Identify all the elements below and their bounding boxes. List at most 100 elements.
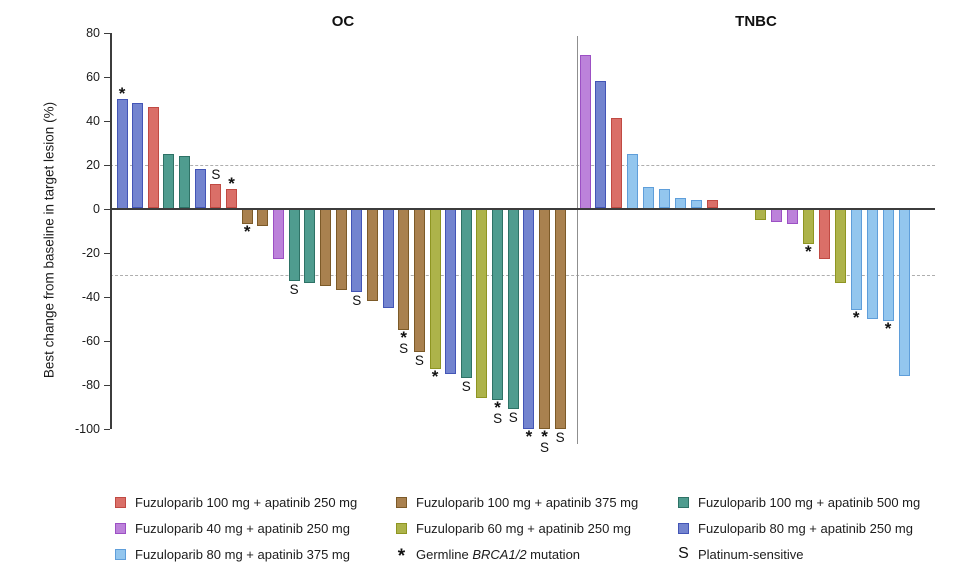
- bar-flag-s: S: [461, 378, 471, 394]
- bar: [770, 208, 782, 222]
- bar: [492, 208, 504, 400]
- bar: [226, 188, 238, 209]
- legend-label: Fuzuloparib 40 mg + apatinib 250 mg: [135, 520, 350, 536]
- bar: [398, 208, 410, 330]
- y-tick: [104, 164, 110, 166]
- bar: [754, 208, 766, 220]
- legend-swatch: [678, 496, 689, 508]
- bar: [786, 208, 798, 224]
- legend-label: Fuzuloparib 100 mg + apatinib 500 mg: [698, 494, 921, 510]
- legend-label: Germline BRCA1/2 mutation: [416, 546, 581, 562]
- bar-flag-asterisk: *: [431, 367, 439, 387]
- bar: [319, 208, 331, 286]
- legend-item: Fuzuloparib 100 mg + apatinib 250 mg: [115, 493, 357, 511]
- asterisk-symbol: *: [397, 546, 406, 567]
- bar: [802, 208, 814, 244]
- y-tick: [104, 252, 110, 254]
- y-tick-label: 80: [86, 26, 100, 40]
- y-axis-line: [110, 33, 112, 429]
- bar-flag-asterisk: *: [118, 83, 126, 103]
- bar: [179, 155, 191, 209]
- legend-item: Fuzuloparib 80 mg + apatinib 375 mg: [115, 545, 350, 563]
- panel-divider: [577, 36, 579, 444]
- legend-label: Fuzuloparib 100 mg + apatinib 250 mg: [135, 494, 358, 510]
- bar: [707, 199, 719, 209]
- legend-item: Fuzuloparib 80 mg + apatinib 250 mg: [678, 519, 913, 537]
- legend-swatch: [678, 522, 689, 534]
- bar-flag-asterisk: *: [494, 397, 501, 417]
- bar-flag-s: S: [352, 293, 362, 309]
- bar: [539, 208, 551, 429]
- legend-swatch: [396, 496, 407, 508]
- y-tick-label: 0: [93, 202, 100, 216]
- y-tick-label: -60: [81, 334, 100, 348]
- bar-flag-s: S: [540, 439, 550, 455]
- s-symbol: S: [678, 545, 689, 562]
- legend-swatch: [115, 522, 126, 534]
- reference-line: [110, 164, 935, 166]
- bar: [194, 168, 206, 209]
- bar: [675, 197, 687, 209]
- bar-flag-asterisk: *: [541, 426, 548, 446]
- bar: [413, 208, 425, 352]
- legend-label: Fuzuloparib 80 mg + apatinib 250 mg: [698, 520, 913, 536]
- bar-flag-asterisk: *: [525, 426, 533, 446]
- y-tick-label: -80: [81, 378, 100, 392]
- bar-flag-s: S: [508, 409, 518, 425]
- legend-label: Platinum-sensitive: [698, 546, 804, 562]
- bar: [523, 208, 535, 429]
- y-tick: [104, 340, 110, 342]
- bar: [691, 199, 703, 209]
- bar-flag-s: S: [211, 167, 221, 183]
- legend-label: Fuzuloparib 80 mg + apatinib 375 mg: [135, 546, 350, 562]
- bar-flag-asterisk: *: [804, 241, 812, 261]
- bar: [382, 208, 394, 308]
- bar-flag-s: S: [414, 352, 424, 368]
- bar: [611, 118, 623, 209]
- bar: [866, 208, 878, 319]
- y-tick: [104, 428, 110, 430]
- bar: [366, 208, 378, 301]
- bar-flag-s: S: [399, 340, 409, 356]
- bar: [163, 153, 175, 209]
- bar-flag-s: S: [493, 410, 503, 426]
- bar: [132, 102, 144, 209]
- legend-item: Fuzuloparib 100 mg + apatinib 500 mg: [678, 493, 920, 511]
- bar: [595, 80, 607, 209]
- legend-swatch: [115, 548, 126, 560]
- y-tick: [104, 120, 110, 122]
- legend-item: S Platinum-sensitive: [678, 545, 804, 563]
- bar-flag-asterisk: *: [228, 173, 235, 193]
- bar: [210, 184, 222, 209]
- bar-flag-s: S: [555, 429, 565, 445]
- bar: [554, 208, 566, 429]
- bar: [659, 188, 671, 209]
- zero-baseline: [110, 208, 935, 210]
- reference-line: [110, 274, 935, 276]
- legend-item: * Germline BRCA1/2 mutation: [396, 545, 581, 567]
- bar: [460, 208, 472, 378]
- y-axis-title: Best change from baseline in target lesi…: [41, 101, 57, 379]
- bar: [476, 208, 488, 398]
- bar-flag-asterisk: *: [852, 307, 860, 327]
- legend-item: Fuzuloparib 100 mg + apatinib 375 mg: [396, 493, 638, 511]
- bar-flag-asterisk: *: [243, 221, 251, 241]
- bar-flag-s: S: [289, 282, 299, 298]
- bar: [335, 208, 347, 290]
- bar: [445, 208, 457, 374]
- y-tick-label: -100: [74, 422, 100, 436]
- legend-item: Fuzuloparib 40 mg + apatinib 250 mg: [115, 519, 350, 537]
- y-tick-label: 60: [86, 70, 100, 84]
- bar: [818, 208, 830, 260]
- y-tick: [104, 32, 110, 34]
- bar: [507, 208, 519, 409]
- bar: [147, 107, 159, 209]
- y-tick: [104, 208, 110, 210]
- y-tick: [104, 76, 110, 78]
- bar: [257, 208, 269, 227]
- legend-label: Fuzuloparib 100 mg + apatinib 375 mg: [416, 494, 639, 510]
- y-tick-label: 20: [86, 158, 100, 172]
- y-tick: [104, 296, 110, 298]
- bar: [429, 208, 441, 370]
